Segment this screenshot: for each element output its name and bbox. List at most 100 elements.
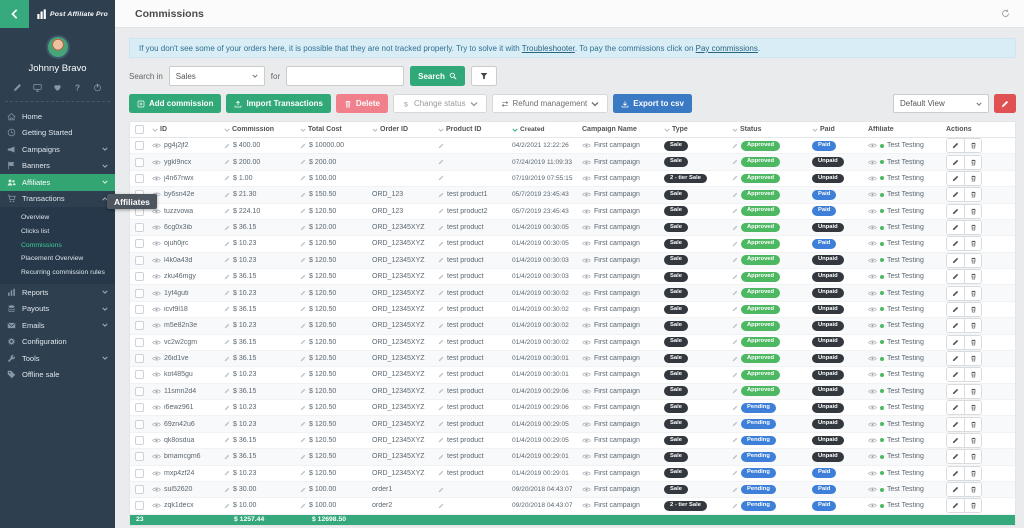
sidebar-subitem-commissions[interactable]: Commissions [0, 239, 115, 253]
edit-icon[interactable] [438, 421, 444, 427]
edit-icon[interactable] [300, 257, 306, 263]
sidebar-item-getting-started[interactable]: Getting Started [0, 125, 115, 142]
column-header-actions[interactable]: Actions [944, 126, 1017, 133]
sort-icon[interactable] [812, 127, 818, 133]
eye-icon[interactable] [582, 470, 591, 477]
row-checkbox[interactable] [135, 141, 144, 150]
eye-icon[interactable] [152, 142, 161, 149]
edit-icon[interactable] [732, 356, 738, 362]
edit-icon[interactable] [224, 388, 230, 394]
edit-row-button[interactable] [947, 139, 964, 152]
sidebar-item-campaigns[interactable]: Campaigns [0, 141, 115, 158]
edit-icon[interactable] [300, 388, 306, 394]
eye-icon[interactable] [868, 306, 877, 313]
edit-icon[interactable] [732, 225, 738, 231]
eye-icon[interactable] [582, 224, 591, 231]
edit-icon[interactable] [438, 487, 444, 493]
edit-icon[interactable] [732, 421, 738, 427]
edit-icon[interactable] [732, 487, 738, 493]
eye-icon[interactable] [868, 208, 877, 215]
edit-row-button[interactable] [947, 156, 964, 169]
edit-row-button[interactable] [947, 336, 964, 349]
delete-row-button[interactable] [964, 254, 981, 267]
edit-view-button[interactable] [994, 94, 1016, 113]
edit-icon[interactable] [732, 274, 738, 280]
edit-icon[interactable] [438, 356, 444, 362]
pencil-icon[interactable] [13, 83, 22, 92]
eye-icon[interactable] [868, 388, 877, 395]
edit-icon[interactable] [438, 323, 444, 329]
search-input[interactable] [286, 66, 404, 86]
edit-icon[interactable] [438, 192, 444, 198]
edit-icon[interactable] [732, 372, 738, 378]
edit-icon[interactable] [732, 208, 738, 214]
column-header-created[interactable]: Created [512, 126, 582, 133]
sidebar-subitem-recurring-commission-rules[interactable]: Recurring commission rules [0, 266, 115, 280]
edit-icon[interactable] [224, 225, 230, 231]
sort-icon[interactable] [152, 127, 158, 133]
monitor-icon[interactable] [33, 83, 42, 92]
eye-icon[interactable] [582, 371, 591, 378]
refund-management-button[interactable]: Refund management [492, 94, 609, 113]
search-in-select[interactable]: Sales [169, 66, 265, 86]
eye-icon[interactable] [868, 404, 877, 411]
row-checkbox[interactable] [135, 321, 144, 330]
edit-icon[interactable] [300, 159, 306, 165]
eye-icon[interactable] [152, 224, 161, 231]
delete-row-button[interactable] [964, 221, 981, 234]
edit-row-button[interactable] [947, 270, 964, 283]
sidebar-item-affiliates[interactable]: Affiliates [0, 174, 115, 191]
edit-icon[interactable] [732, 454, 738, 460]
edit-icon[interactable] [224, 405, 230, 411]
power-icon[interactable] [93, 83, 102, 92]
row-checkbox[interactable] [135, 370, 144, 379]
eye-icon[interactable] [152, 486, 161, 493]
edit-icon[interactable] [300, 208, 306, 214]
sidebar-subitem-placement-overview[interactable]: Placement Overview [0, 252, 115, 266]
eye-icon[interactable] [582, 273, 591, 280]
row-checkbox[interactable] [135, 501, 144, 510]
edit-icon[interactable] [300, 470, 306, 476]
eye-icon[interactable] [868, 290, 877, 297]
edit-row-button[interactable] [947, 205, 964, 218]
edit-icon[interactable] [438, 257, 444, 263]
eye-icon[interactable] [582, 453, 591, 460]
sort-icon[interactable] [438, 127, 444, 133]
troubleshooter-link[interactable]: Troubleshooter [522, 44, 575, 53]
eye-icon[interactable] [582, 421, 591, 428]
sidebar-item-banners[interactable]: Banners [0, 158, 115, 175]
heart-icon[interactable] [53, 83, 62, 92]
edit-icon[interactable] [224, 175, 230, 181]
edit-icon[interactable] [300, 143, 306, 149]
eye-icon[interactable] [152, 257, 161, 264]
eye-icon[interactable] [152, 290, 161, 297]
eye-icon[interactable] [152, 339, 161, 346]
sidebar-item-payouts[interactable]: Payouts [0, 300, 115, 317]
import-transactions-button[interactable]: Import Transactions [226, 94, 330, 113]
column-header-total_cost[interactable]: Total Cost [300, 126, 372, 133]
add-commission-button[interactable]: Add commission [129, 94, 221, 113]
delete-row-button[interactable] [964, 270, 981, 283]
edit-icon[interactable] [300, 225, 306, 231]
eye-icon[interactable] [868, 175, 877, 182]
eye-icon[interactable] [152, 306, 161, 313]
edit-icon[interactable] [438, 339, 444, 345]
edit-row-button[interactable] [947, 237, 964, 250]
eye-icon[interactable] [582, 175, 591, 182]
edit-row-button[interactable] [947, 319, 964, 332]
column-header-type[interactable]: Type [658, 126, 732, 133]
change-status-button[interactable]: $ Change status [393, 94, 487, 113]
view-select[interactable]: Default View [893, 94, 989, 113]
edit-icon[interactable] [224, 192, 230, 198]
edit-icon[interactable] [732, 503, 738, 509]
delete-row-button[interactable] [964, 188, 981, 201]
edit-icon[interactable] [224, 372, 230, 378]
edit-icon[interactable] [224, 356, 230, 362]
row-checkbox[interactable] [135, 469, 144, 478]
eye-icon[interactable] [582, 322, 591, 329]
edit-row-button[interactable] [947, 401, 964, 414]
row-checkbox[interactable] [135, 289, 144, 298]
export-csv-button[interactable]: Export to csv [613, 94, 692, 113]
eye-icon[interactable] [582, 437, 591, 444]
column-header-commission[interactable]: Commission [224, 126, 300, 133]
